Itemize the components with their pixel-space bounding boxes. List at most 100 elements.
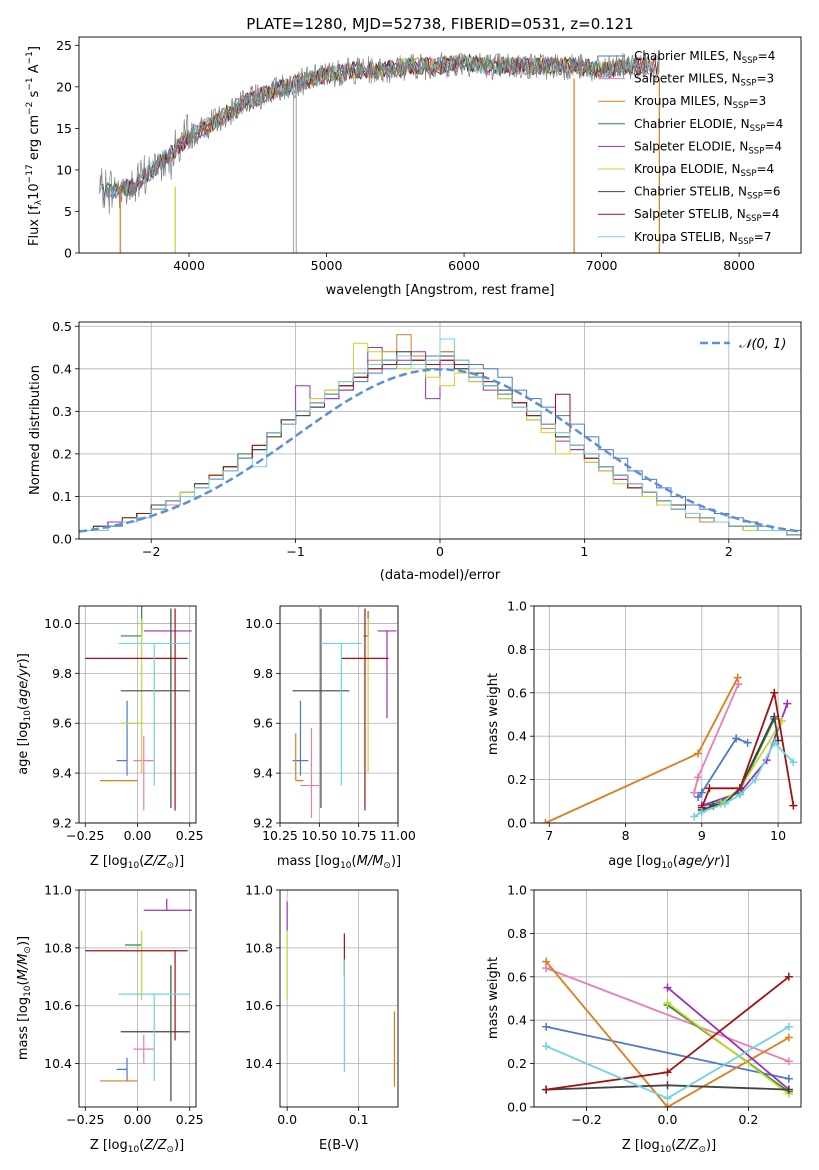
y-tick-label: 9.4 [52,766,72,781]
y-tick-label: 1.0 [507,599,527,614]
y-tick-label: 0.0 [52,532,72,547]
errorbar-point [85,950,188,1041]
plot-area [541,673,798,823]
y-tick-label: 0.2 [52,446,72,461]
gridlines [79,606,196,824]
y-tick-label: 5 [64,204,72,219]
y-tick-label: 0.2 [507,772,527,787]
axes: 10.25 10.50 10.75 11.00 9.2 9.4 9.6 9.8 10.0 [245,605,416,843]
weight-series-line [700,689,795,809]
legend-label: Kroupa ELODIE, NSSP=4 [634,162,774,179]
axes: 0.0 0.1 10.4 10.6 10.8 11.0 [245,883,399,1127]
plus-marker [733,673,742,682]
y-axis-label: Flux [fλ10−17 erg cm−2 s−1 A−1] [25,46,44,246]
y-axis-label: mass weight [486,957,501,1039]
errorbar-point [120,608,190,809]
errorbar-point [120,606,143,637]
plus-marker [694,749,703,758]
errorbar-point [118,993,190,1081]
plus-marker [770,712,779,721]
plus-marker [784,1033,793,1042]
plus-marker [784,1085,793,1094]
weight-series-line [545,961,790,1107]
axes: 4000 5000 6000 7000 8000 0 5 10 15 20 25 [56,36,802,273]
x-tick-label: −0.2 [571,1112,601,1127]
y-tick-label: 10.8 [245,940,273,955]
plus-marker [542,957,551,966]
y-tick-label: 9.6 [52,716,72,731]
legend-label: Salpeter MILES, NSSP=3 [634,72,774,89]
age-vs-mass-panel: 10.25 10.50 10.75 11.00 9.2 9.4 9.6 9.8 10.0 mass… [245,605,416,871]
y-tick-label: 9.2 [253,816,273,831]
errorbar-point [85,608,188,811]
x-tick-label: 11.00 [380,828,416,843]
age-vs-metallicity-panel: −0.25 0.00 0.25 9.2 9.4 9.6 9.8 10.0 Z [log10(Z/… [16,605,204,871]
gridlines [534,605,801,824]
axes: −0.25 0.00 0.25 10.4 10.6 10.8 11.0 [44,883,203,1128]
y-tick-label: 0.5 [52,319,72,334]
x-tick-label: 8000 [723,258,755,273]
errorbar-point [377,630,397,719]
legend-label: Chabrier MILES, NSSP=4 [634,49,775,66]
plus-marker [784,1057,793,1066]
axes: 7 8 9 10 0.0 0.2 0.4 0.6 0.8 1.0 [507,599,802,843]
axes: −0.2 0.0 0.2 0.0 0.2 0.4 0.6 0.8 1.0 [507,883,802,1127]
x-tick-label: 0.0 [658,1112,678,1127]
plus-marker [734,680,743,689]
x-tick-label: 7 [545,828,553,843]
errorbar-point [295,733,304,782]
plus-marker [751,775,760,784]
x-axis-label: Z [log10(Z/Z⊙)] [90,1138,184,1155]
legend-label: 𝒩(0, 1) [739,337,786,352]
x-tick-label: 0.2 [738,1112,758,1127]
x-tick-label: 0.0 [277,1112,297,1127]
plus-marker [690,788,699,797]
plot-area [542,957,793,1107]
y-tick-label: 0.6 [507,685,527,700]
gridlines [79,889,196,1107]
y-tick-label: 10.6 [245,998,273,1013]
mass-vs-metallicity-panel: −0.25 0.00 0.25 10.4 10.6 10.8 11.0 Z [log10(Z/… [16,883,204,1156]
errorbar-point [116,1057,128,1081]
y-tick-label: 20 [56,79,72,94]
plot-area [292,608,397,819]
x-tick-label: 1 [580,544,588,559]
y-tick-label: 0.4 [507,729,527,744]
axes: −2 −1 0 1 2 0.0 0.1 0.2 0.3 0.4 0.5 [52,319,802,559]
y-tick-label: 10.4 [245,1056,273,1071]
legend-label: Chabrier ELODIE, NSSP=4 [634,117,783,134]
plot-area [286,901,396,1087]
massweight-vs-age-panel: 7 8 9 10 0.0 0.2 0.4 0.6 0.8 1.0 age [log10(age/yr… [486,599,802,871]
plus-marker [694,773,703,782]
plus-marker [663,1081,672,1090]
errorbar-point [120,618,143,774]
plus-marker [542,1042,551,1051]
legend-label: Kroupa MILES, NSSP=3 [634,94,766,111]
x-tick-label: 0.25 [176,1112,204,1127]
observed-spectrum-line [99,52,660,215]
plus-marker [789,801,798,810]
plus-marker [697,788,706,797]
x-tick-label: 4000 [173,258,205,273]
y-tick-label: 0.4 [507,1013,527,1028]
plus-marker [663,1094,672,1103]
y-axis-label: mass [log10(M/M⊙)] [16,936,33,1060]
y-tick-label: 9.2 [52,816,72,831]
x-tick-label: 10 [770,828,786,843]
mass-vs-ebv-panel: 0.0 0.1 10.4 10.6 10.8 11.0 E(B-V) [245,883,399,1153]
y-tick-label: 11.0 [245,883,273,898]
y-tick-label: 0.6 [507,969,527,984]
y-tick-label: 1.0 [507,883,527,898]
y-tick-label: 0 [64,246,72,261]
errorbar-point [143,898,192,911]
y-tick-label: 0.8 [507,926,527,941]
weight-series-line [666,1002,790,1095]
y-tick-label: 10.8 [44,940,72,955]
plus-marker [784,972,793,981]
x-axis-label: Z [log10(Z/Z⊙)] [90,854,184,871]
plus-marker [732,734,741,743]
plus-marker [720,799,729,808]
errorbar-point [133,1034,155,1064]
axes: −0.25 0.00 0.25 9.2 9.4 9.6 9.8 10.0 [44,605,204,843]
y-tick-label: 0.4 [52,361,72,376]
